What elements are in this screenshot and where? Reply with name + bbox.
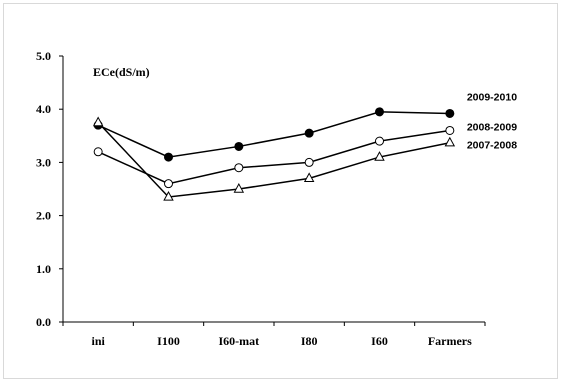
series-line [97,111,450,158]
y-tick-label: 4.0 [36,102,51,116]
data-point [445,108,455,118]
x-tick-label: I60 [371,334,388,348]
data-point [164,152,173,162]
data-point [375,107,384,117]
x-tick-label: Farmers [428,334,472,348]
data-point [304,157,314,167]
data-point [303,172,315,183]
data-point [92,116,104,127]
series-label: 2007-2008 [467,140,517,152]
y-tick-label: 2.0 [36,209,51,223]
series-line [97,129,450,185]
y-tick-label: 5.0 [36,49,51,63]
y-tick-label: 0.0 [36,315,51,329]
y-axis-label: ECe(dS/m) [93,65,150,79]
x-tick-label: I100 [157,334,180,348]
data-point [304,128,314,138]
x-tick-label: I60-mat [218,334,259,348]
y-tick-label: 3.0 [36,155,51,169]
x-tick-label: ini [91,334,105,348]
chart-frame [3,3,558,379]
series-label: 2008-2009 [467,121,517,133]
data-point [444,136,456,147]
labels: 0.0 1.0 2.0 3.0 4.0 5.0 ini I100 I60-mat I80 I60 Fa… [36,49,517,348]
data-point [163,190,174,201]
x-tick-label: I80 [301,334,318,348]
data-point [375,136,384,146]
data-point [164,179,173,189]
series-lines [97,111,450,198]
data-point [445,125,455,135]
data-point [234,163,244,173]
axes [59,55,486,326]
data-point [233,182,245,193]
y-tick-label: 1.0 [36,262,51,276]
series-label: 2009-2010 [467,91,517,103]
series-line [97,121,450,198]
data-point [93,147,103,157]
series-markers [92,107,456,201]
data-point [374,151,385,161]
data-point [234,141,244,151]
